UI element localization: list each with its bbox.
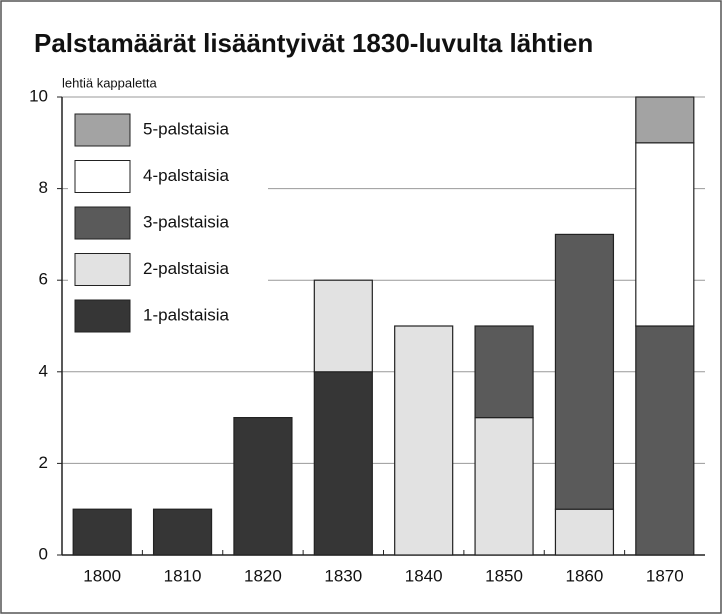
- bar-segment: [635, 325, 695, 556]
- y-tick-label: 10: [29, 86, 48, 105]
- legend-label: 2-palstaisia: [143, 259, 230, 278]
- bar-segment: [474, 325, 534, 419]
- legend-label: 5-palstaisia: [143, 119, 230, 138]
- chart-title: Palstamäärät lisääntyivät 1830-luvulta l…: [34, 28, 593, 58]
- y-tick-label: 8: [39, 178, 48, 197]
- bar-segment: [72, 508, 132, 556]
- x-tick-label: 1850: [485, 566, 523, 585]
- legend-swatch: [74, 113, 131, 147]
- bar-segment: [554, 233, 615, 510]
- x-tick-label: 1810: [164, 566, 202, 585]
- bar-segment: [313, 279, 373, 373]
- x-tick-label: 1860: [566, 566, 604, 585]
- x-tick-label: 1800: [83, 566, 121, 585]
- x-tick-label: 1870: [646, 566, 684, 585]
- x-tick-label: 1830: [324, 566, 362, 585]
- bar-segment: [152, 508, 213, 556]
- legend-swatch: [74, 299, 131, 333]
- legend-swatch: [74, 206, 131, 240]
- bar-segment: [635, 142, 695, 327]
- bar-segment: [394, 325, 454, 556]
- y-tick-label: 0: [39, 544, 48, 563]
- bar-segment: [635, 96, 695, 144]
- bar-segment: [474, 417, 534, 556]
- legend-label: 1-palstaisia: [143, 305, 230, 324]
- y-axis-label: lehtiä kappaletta: [62, 75, 157, 90]
- legend-swatch: [74, 160, 131, 193]
- bar-segment: [313, 371, 373, 556]
- y-tick-label: 2: [39, 453, 48, 472]
- legend-label: 4-palstaisia: [143, 166, 230, 185]
- y-tick-label: 6: [39, 270, 48, 289]
- legend-label: 3-palstaisia: [143, 212, 230, 231]
- x-tick-label: 1840: [405, 566, 443, 585]
- bar-segment: [233, 417, 293, 556]
- y-tick-label: 4: [39, 361, 48, 380]
- legend-swatch: [74, 253, 131, 286]
- x-tick-label: 1820: [244, 566, 282, 585]
- bar-segment: [554, 508, 615, 556]
